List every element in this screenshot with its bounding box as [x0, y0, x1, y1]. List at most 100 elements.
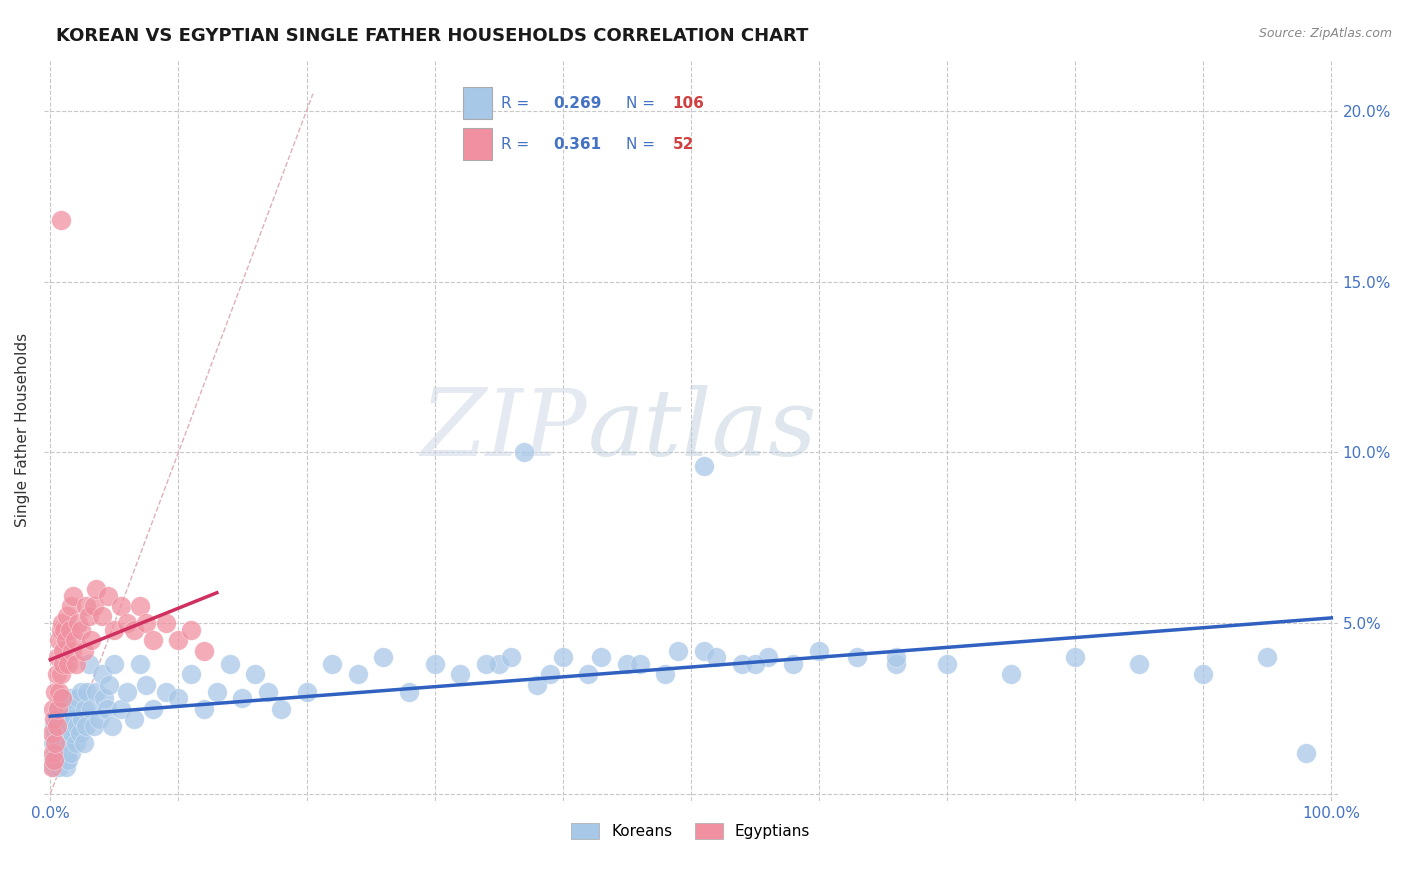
Point [475, 657, 498, 672]
Point [86, 582, 108, 596]
Point [180, 623, 202, 637]
Point [59, 719, 82, 733]
Legend: Koreans, Egyptians: Koreans, Egyptians [565, 817, 817, 845]
Point [55, 725, 77, 739]
Point [86, 684, 108, 698]
Point [49, 701, 72, 715]
Point [373, 650, 395, 665]
Point [42, 701, 65, 715]
Point [41, 760, 63, 774]
Point [321, 657, 343, 672]
Point [103, 623, 125, 637]
Point [576, 667, 599, 681]
Point [423, 657, 446, 672]
Point [44, 684, 66, 698]
Point [56, 609, 79, 624]
Point [58, 623, 80, 637]
Point [46, 701, 69, 715]
Point [53, 623, 76, 637]
Point [884, 657, 907, 672]
Point [72, 643, 94, 657]
Point [56, 701, 79, 715]
Point [44, 719, 66, 733]
Y-axis label: Single Father Households: Single Father Households [15, 334, 30, 527]
Point [167, 633, 190, 648]
Point [1256, 650, 1278, 665]
Point [48, 760, 70, 774]
Point [90, 667, 112, 681]
Point [46, 736, 69, 750]
Point [551, 650, 574, 665]
Point [257, 684, 280, 698]
Point [501, 650, 523, 665]
Point [616, 657, 638, 672]
Point [52, 736, 75, 750]
Point [270, 701, 292, 715]
Point [513, 445, 536, 459]
Point [56, 746, 79, 760]
Point [96, 701, 118, 715]
Point [110, 701, 132, 715]
Point [58, 736, 80, 750]
Point [58, 712, 80, 726]
Point [744, 657, 766, 672]
Point [129, 657, 152, 672]
Point [398, 684, 420, 698]
Point [1000, 667, 1022, 681]
Point [93, 691, 115, 706]
Point [55, 633, 77, 648]
Point [346, 667, 368, 681]
Point [63, 701, 86, 715]
Point [44, 725, 66, 739]
Point [55, 760, 77, 774]
Point [129, 599, 152, 614]
Point [72, 736, 94, 750]
Point [59, 599, 82, 614]
Point [135, 616, 157, 631]
Point [48, 633, 70, 648]
Point [846, 650, 869, 665]
Point [98, 678, 121, 692]
Point [295, 684, 318, 698]
Point [75, 599, 97, 614]
Point [48, 725, 70, 739]
Point [62, 712, 84, 726]
Point [756, 650, 779, 665]
Point [65, 736, 87, 750]
Point [142, 633, 165, 648]
Point [67, 691, 90, 706]
Point [67, 616, 90, 631]
Point [76, 684, 98, 698]
Point [115, 684, 138, 698]
Point [538, 667, 561, 681]
Point [51, 753, 73, 767]
Point [83, 599, 105, 614]
Point [666, 643, 689, 657]
Point [60, 643, 83, 657]
Point [52, 691, 75, 706]
Point [103, 657, 125, 672]
Point [49, 623, 72, 637]
Point [205, 684, 228, 698]
Point [97, 589, 120, 603]
Point [53, 712, 76, 726]
Point [731, 657, 754, 672]
Text: ZIP: ZIP [420, 385, 588, 475]
Point [90, 609, 112, 624]
Point [44, 712, 66, 726]
Point [44, 746, 66, 760]
Point [42, 746, 65, 760]
Point [58, 691, 80, 706]
Point [46, 701, 69, 715]
Point [591, 650, 613, 665]
Point [49, 746, 72, 760]
Point [44, 736, 66, 750]
Point [77, 609, 100, 624]
Point [110, 599, 132, 614]
Point [45, 719, 67, 733]
Point [122, 623, 145, 637]
Point [142, 701, 165, 715]
Point [1192, 667, 1215, 681]
Point [51, 691, 73, 706]
Point [654, 667, 676, 681]
